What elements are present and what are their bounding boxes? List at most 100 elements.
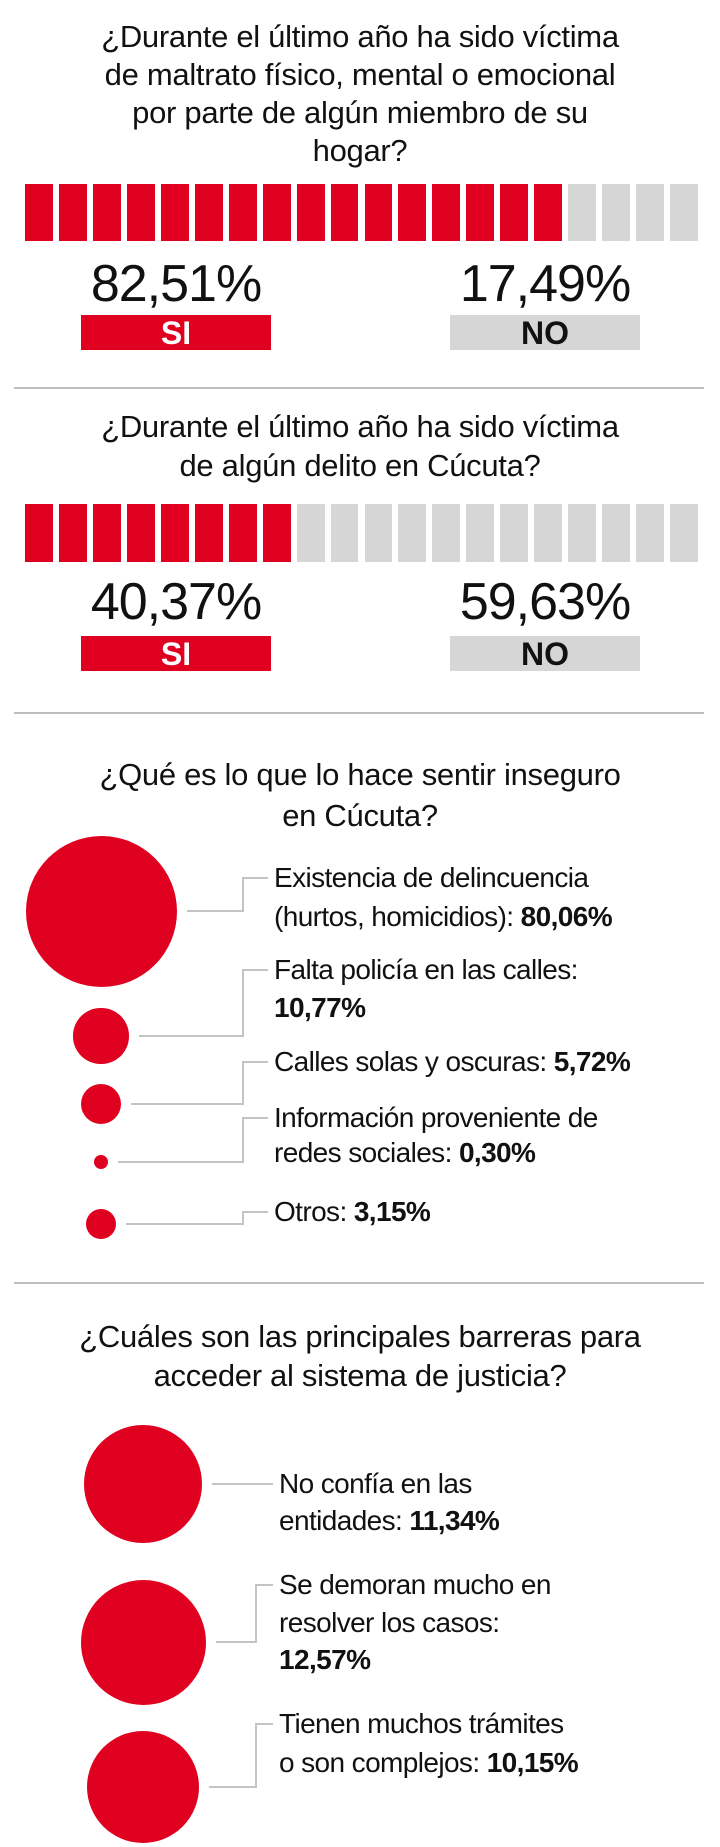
bubble — [86, 1209, 116, 1239]
connector-line — [242, 1117, 244, 1163]
bubble-label: (hurtos, homicidios): 80,06% — [274, 898, 613, 936]
bar-segment-si — [25, 504, 53, 562]
percentage-value: 80,06% — [520, 901, 613, 932]
bar-segment-si — [432, 184, 461, 241]
percentage-value: 3,15% — [353, 1196, 431, 1227]
bar-segment-no — [296, 504, 325, 562]
bubble — [73, 1008, 129, 1064]
connector-line — [242, 1211, 268, 1213]
percentage-value: 17,49% — [459, 255, 631, 313]
bar-segment-no — [568, 504, 597, 562]
connector-line — [212, 1483, 273, 1485]
bubble-label: Falta policía en las calles: — [274, 951, 578, 989]
bar-segment-no — [602, 184, 631, 241]
percentage-value: 10,15% — [486, 1747, 579, 1778]
bubble — [86, 1730, 200, 1844]
connector-line — [255, 1584, 273, 1586]
bubble-label: Existencia de delincuencia — [274, 859, 589, 897]
connector-line — [131, 1103, 242, 1105]
bubble-label: redes sociales: 0,30% — [274, 1134, 536, 1172]
connector-line — [255, 1723, 273, 1725]
connector-line — [209, 1786, 255, 1788]
bubble — [80, 1579, 206, 1705]
bubble-label: entidades: 11,34% — [279, 1502, 500, 1540]
bar-segment-si — [330, 184, 359, 241]
bar-segment-no — [636, 504, 665, 562]
bar-segment-si — [364, 184, 393, 241]
connector-line — [242, 1061, 268, 1063]
bar-segment-si — [228, 184, 257, 241]
bar-segment-si — [194, 504, 223, 562]
label-text: Se demoran mucho en — [279, 1569, 551, 1600]
bar-segment-si — [296, 184, 325, 241]
bar-segment-si — [58, 504, 87, 562]
connector-line — [118, 1161, 242, 1163]
bar-segment-si — [92, 504, 121, 562]
bubble — [80, 1083, 122, 1125]
bubble-label: Otros: 3,15% — [274, 1193, 431, 1231]
section-divider — [14, 387, 704, 389]
bar-segment-si — [466, 184, 495, 241]
bar-segment-no — [364, 504, 393, 562]
bubble — [94, 1155, 108, 1169]
bar-segment-no — [500, 504, 529, 562]
bar-segment-si — [262, 504, 291, 562]
percentage-value: 11,34% — [409, 1505, 500, 1536]
bar-segment-no — [432, 504, 461, 562]
bar-segment-no — [466, 504, 495, 562]
no-label: NO — [450, 636, 640, 672]
bar-segment-si — [194, 184, 223, 241]
label-text: entidades: — [279, 1505, 410, 1536]
bar-segment-no — [636, 184, 665, 241]
connector-line — [242, 877, 268, 879]
percentage-value: 59,63% — [459, 573, 631, 631]
bar-segment-si — [92, 184, 121, 241]
bar-segment-no — [670, 504, 698, 562]
label-text: Tienen muchos trámites — [279, 1708, 564, 1739]
question-title: ¿Qué es lo que lo hace sentir inseguro — [99, 757, 621, 792]
label-text: Calles solas y oscuras: — [274, 1046, 554, 1077]
bubble — [83, 1424, 203, 1544]
bubble-label: resolver los casos: — [279, 1604, 500, 1642]
label-text: Existencia de delincuencia — [274, 862, 589, 893]
bubble-label: Se demoran mucho en — [279, 1566, 551, 1604]
bubble-label: o son complejos: 10,15% — [279, 1744, 579, 1782]
label-text: redes sociales: — [274, 1137, 459, 1168]
percentage-value: 40,37% — [90, 573, 262, 631]
connector-line — [242, 1211, 244, 1225]
bubble-label: Calles solas y oscuras: 5,72% — [274, 1043, 631, 1081]
bubble-label: No confía en las — [279, 1465, 472, 1503]
label-text: No confía en las — [279, 1468, 472, 1499]
question-title: en Cúcuta? — [282, 798, 438, 833]
bar-segment-si — [500, 184, 529, 241]
bubble — [25, 835, 177, 987]
bar-segment-si — [58, 184, 87, 241]
question-title: de maltrato físico, mental o emocional — [104, 57, 616, 92]
connector-line — [186, 910, 242, 912]
bar-segment-si — [262, 184, 291, 241]
label-text: (hurtos, homicidios): — [274, 901, 521, 932]
question-title: ¿Durante el último año ha sido víctima — [101, 19, 619, 54]
percentage-value: 0,30% — [458, 1137, 536, 1168]
label-text: Información proveniente de — [274, 1102, 598, 1133]
bubble-label: 12,57% — [279, 1641, 371, 1679]
bar-segment-si — [25, 184, 53, 241]
connector-line — [255, 1584, 257, 1643]
bar-segment-no — [568, 184, 597, 241]
connector-line — [242, 1061, 244, 1105]
question-title: hogar? — [312, 133, 408, 168]
no-label: NO — [450, 315, 640, 351]
bar-segment-no — [602, 504, 631, 562]
percentage-value: 10,77% — [274, 992, 366, 1023]
connector-line — [215, 1641, 255, 1643]
bar-segment-si — [160, 184, 189, 241]
bar-segment-si — [160, 504, 189, 562]
section-divider — [14, 1282, 704, 1284]
si-label: SI — [81, 636, 271, 672]
label-text: Otros: — [274, 1196, 354, 1227]
bar-segment-no — [670, 184, 698, 241]
connector-line — [138, 1035, 242, 1037]
label-text: resolver los casos: — [279, 1607, 500, 1638]
percentage-value: 5,72% — [553, 1046, 631, 1077]
bubble-label: 10,77% — [274, 989, 366, 1027]
